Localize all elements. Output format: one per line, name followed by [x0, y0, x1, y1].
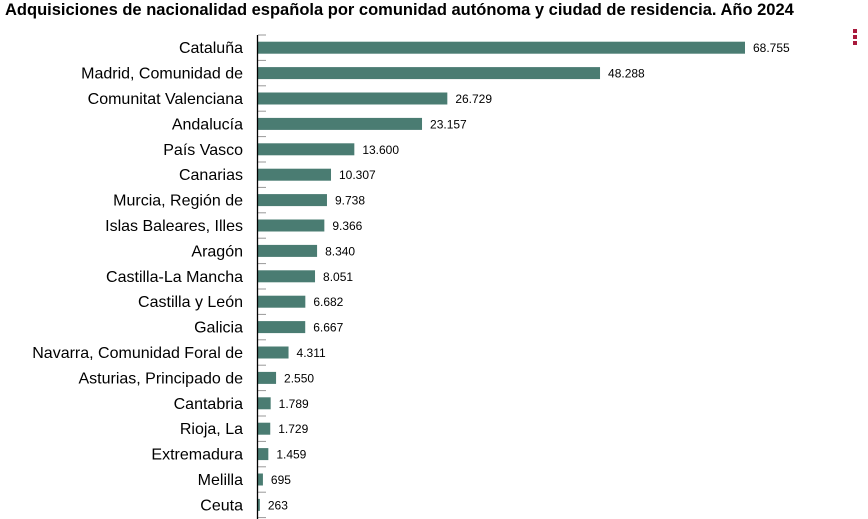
bar [258, 219, 325, 232]
bar [258, 321, 306, 334]
bar [258, 92, 448, 105]
category-label: Asturias, Principado de [78, 370, 243, 387]
data-label: 48.288 [608, 67, 645, 81]
data-label: 2.550 [284, 371, 314, 385]
data-label: 9.366 [332, 219, 362, 233]
bar [258, 295, 306, 308]
data-label: 6.667 [313, 321, 343, 335]
vertical-dots-menu-icon[interactable] [851, 29, 859, 49]
category-label: Cataluña [179, 40, 243, 57]
data-label: 1.729 [278, 422, 308, 436]
category-label: Castilla-La Mancha [106, 269, 243, 286]
data-label: 26.729 [455, 92, 492, 106]
bar [258, 397, 271, 410]
data-label: 1.789 [279, 397, 309, 411]
category-label: Rioja, La [180, 421, 243, 438]
category-label: Aragón [191, 243, 243, 260]
bar [258, 67, 601, 80]
data-label: 13.600 [362, 143, 399, 157]
bar [258, 143, 355, 156]
data-label: 8.051 [323, 270, 353, 284]
bar [258, 346, 289, 359]
bar [258, 473, 263, 486]
data-label: 8.340 [325, 244, 355, 258]
category-label: Cantabria [174, 396, 243, 413]
bar [258, 498, 260, 511]
bar [258, 41, 745, 54]
category-label: Castilla y León [138, 294, 243, 311]
data-label: 695 [271, 473, 291, 487]
bar [258, 422, 271, 435]
data-label: 68.755 [753, 41, 790, 55]
category-label: Andalucía [172, 116, 243, 133]
category-label: Extremadura [151, 447, 243, 464]
category-label: Galicia [194, 320, 243, 337]
data-label: 263 [268, 498, 288, 512]
category-label: Madrid, Comunidad de [81, 66, 243, 83]
category-label: Canarias [179, 167, 243, 184]
category-label: Murcia, Región de [113, 193, 243, 210]
chart-title: Adquisiciones de nacionalidad española p… [5, 1, 794, 19]
bar [258, 194, 327, 207]
data-label: 9.738 [335, 194, 365, 208]
bar [258, 448, 269, 461]
data-label: 1.459 [276, 448, 306, 462]
category-label: Comunitat Valenciana [88, 91, 243, 108]
category-label: Navarra, Comunidad Foral de [32, 345, 243, 362]
data-label: 10.307 [339, 168, 376, 182]
category-label: Melilla [198, 472, 243, 489]
data-label: 4.311 [297, 346, 326, 360]
bar [258, 117, 423, 130]
data-label: 6.682 [313, 295, 343, 309]
category-label: País Vasco [163, 142, 243, 159]
bar [258, 168, 332, 181]
category-label: Ceuta [200, 497, 243, 514]
bar [258, 244, 318, 257]
bar [258, 371, 277, 384]
category-label: Islas Baleares, Illes [105, 218, 243, 235]
data-label: 23.157 [430, 117, 467, 131]
bar [258, 270, 316, 283]
